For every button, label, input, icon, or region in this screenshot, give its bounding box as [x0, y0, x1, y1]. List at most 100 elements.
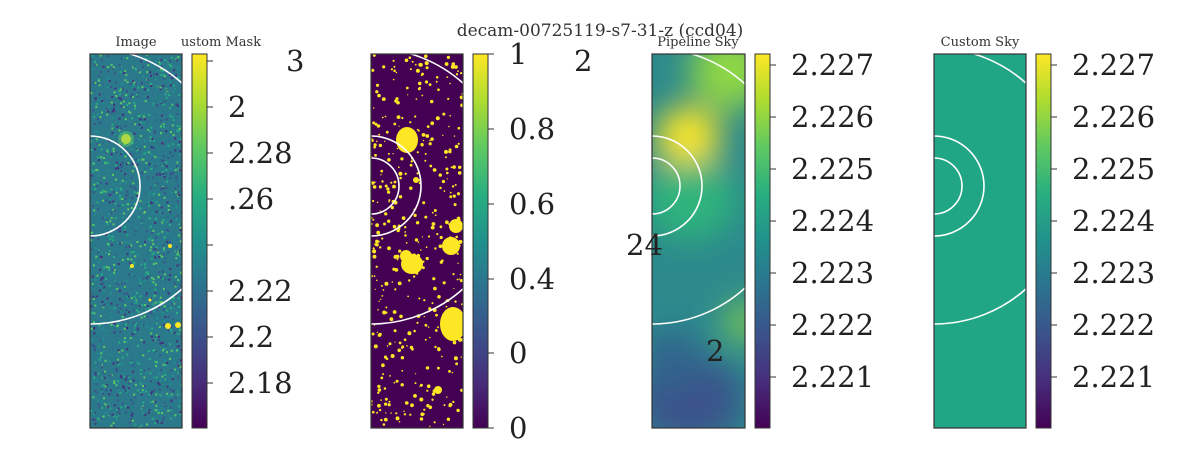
mask-speckle — [456, 408, 460, 413]
noise-pixel — [141, 158, 144, 161]
noise-pixel — [165, 309, 168, 312]
mask-speckle — [387, 403, 391, 407]
noise-pixel — [157, 118, 160, 121]
noise-pixel — [104, 359, 107, 362]
noise-pixel — [149, 310, 152, 313]
noise-pixel — [150, 275, 153, 278]
mask-speckle — [393, 254, 398, 259]
mask-speckle — [406, 345, 408, 347]
noise-pixel — [119, 307, 122, 310]
noise-pixel — [145, 390, 148, 393]
noise-pixel — [90, 239, 93, 242]
noise-pixel — [164, 278, 167, 281]
noise-pixel — [128, 376, 131, 379]
noise-pixel — [122, 98, 125, 101]
noise-pixel — [149, 249, 152, 252]
noise-pixel — [177, 422, 180, 425]
noise-pixel — [142, 405, 145, 408]
mask-speckle — [450, 64, 455, 69]
mask-speckle — [376, 140, 378, 143]
noise-pixel — [106, 148, 109, 151]
noise-pixel — [155, 201, 158, 204]
noise-pixel — [92, 188, 95, 191]
mask-speckle — [429, 164, 433, 168]
noise-pixel — [174, 137, 177, 140]
noise-pixel — [134, 366, 137, 369]
mask-speckle — [448, 150, 452, 154]
noise-pixel — [151, 163, 154, 166]
noise-pixel — [125, 241, 127, 244]
mask-speckle — [412, 275, 416, 278]
noise-pixel — [102, 371, 105, 374]
noise-pixel — [120, 88, 123, 91]
noise-pixel — [169, 151, 172, 154]
noise-pixel — [171, 115, 174, 118]
noise-pixel — [173, 350, 176, 353]
mask-speckle — [398, 281, 402, 286]
noise-pixel — [152, 155, 155, 158]
mask-speckle — [373, 275, 376, 277]
noise-pixel — [113, 263, 116, 266]
noise-pixel — [116, 325, 119, 328]
noise-pixel — [118, 341, 121, 344]
mask-speckle — [392, 153, 394, 155]
noise-pixel — [97, 238, 99, 240]
noise-pixel — [114, 418, 117, 421]
mask-speckle — [380, 399, 382, 401]
mask-speckle — [382, 373, 385, 376]
noise-pixel — [179, 365, 182, 368]
noise-pixel — [156, 309, 159, 312]
mask-speckle — [374, 122, 378, 126]
noise-pixel — [150, 74, 152, 77]
mask-speckle — [411, 60, 414, 63]
noise-pixel — [138, 305, 141, 308]
noise-pixel — [155, 364, 157, 367]
mask-speckle — [435, 76, 439, 79]
mask-speckle — [454, 300, 457, 303]
mask-speckle — [383, 417, 388, 422]
mask-speckle — [433, 421, 436, 424]
noise-pixel — [150, 297, 153, 300]
noise-pixel — [101, 59, 104, 62]
noise-pixel — [154, 256, 157, 259]
noise-pixel — [154, 155, 157, 158]
noise-pixel — [169, 360, 172, 362]
mask-speckle — [403, 413, 407, 416]
noise-pixel — [135, 149, 138, 152]
noise-pixel — [166, 238, 168, 240]
noise-pixel — [171, 103, 174, 106]
noise-pixel — [160, 206, 163, 209]
mask-speckle — [398, 195, 403, 199]
noise-pixel — [131, 287, 134, 290]
noise-pixel — [147, 271, 150, 274]
noise-pixel — [161, 114, 163, 117]
noise-pixel — [144, 273, 147, 276]
noise-pixel — [144, 384, 146, 387]
mask-speckle — [371, 139, 374, 142]
noise-pixel — [171, 124, 174, 127]
noise-pixel — [91, 212, 94, 215]
noise-pixel — [96, 324, 98, 327]
noise-pixel — [124, 155, 127, 158]
noise-pixel — [176, 264, 179, 267]
noise-pixel — [147, 96, 149, 99]
noise-pixel — [91, 104, 94, 107]
noise-pixel — [167, 409, 170, 412]
noise-pixel — [142, 103, 145, 106]
noise-pixel — [95, 295, 98, 298]
noise-pixel — [109, 220, 112, 223]
mask-speckle — [397, 166, 400, 169]
mask-speckle — [425, 134, 430, 138]
noise-pixel — [134, 123, 137, 126]
noise-pixel — [167, 329, 170, 332]
noise-pixel — [149, 372, 152, 375]
noise-pixel — [154, 360, 157, 363]
noise-pixel — [105, 384, 108, 387]
mask-speckle — [426, 384, 431, 389]
noise-pixel — [137, 310, 140, 313]
noise-pixel — [137, 138, 140, 141]
noise-pixel — [94, 304, 97, 307]
noise-pixel — [154, 400, 157, 403]
noise-pixel — [103, 96, 106, 99]
noise-pixel — [132, 80, 135, 83]
